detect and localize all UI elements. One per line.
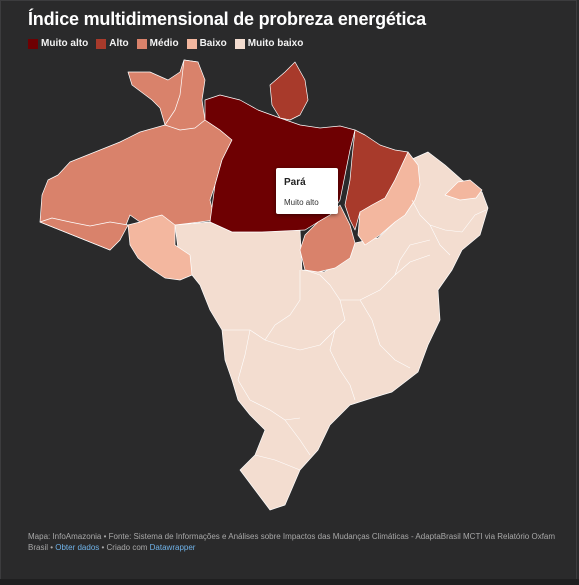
footer-created-with: • Criado com bbox=[99, 543, 150, 552]
legend-swatch bbox=[186, 38, 197, 49]
footer-source: Mapa: InfoAmazonia • Fonte: Sistema de I… bbox=[28, 532, 556, 552]
tooltip-state-name: Pará bbox=[284, 177, 306, 188]
legend-swatch bbox=[234, 38, 245, 49]
state-piaui[interactable] bbox=[357, 151, 421, 246]
map-tooltip: Pará Muito alto bbox=[276, 168, 338, 214]
legend-item-baixo[interactable]: Baixo bbox=[186, 38, 227, 49]
state-rio-grande-do-norte[interactable] bbox=[444, 179, 483, 201]
brazil-map bbox=[39, 59, 489, 511]
legend-item-muito-baixo[interactable]: Muito baixo bbox=[234, 38, 304, 49]
legend-label: Médio bbox=[149, 38, 179, 49]
footer: Mapa: InfoAmazonia • Fonte: Sistema de I… bbox=[28, 531, 558, 553]
get-data-link[interactable]: Obter dados bbox=[55, 543, 100, 552]
legend: Muito alto Alto Médio Baixo Muito baixo bbox=[28, 38, 303, 49]
state-roraima[interactable] bbox=[164, 59, 206, 131]
legend-label: Muito alto bbox=[41, 38, 89, 49]
datawrapper-link[interactable]: Datawrapper bbox=[149, 543, 196, 552]
map-title: Índice multidimensional de probreza ener… bbox=[28, 9, 426, 29]
state-borders bbox=[222, 199, 487, 471]
legend-swatch bbox=[96, 38, 107, 49]
legend-item-muito-alto[interactable]: Muito alto bbox=[28, 38, 88, 49]
bottom-bar bbox=[0, 579, 579, 585]
legend-label: Alto bbox=[109, 38, 129, 49]
state-tocantins[interactable] bbox=[299, 204, 356, 273]
legend-item-alto[interactable]: Alto bbox=[96, 38, 129, 49]
legend-swatch bbox=[136, 38, 147, 49]
state-rondonia[interactable] bbox=[127, 214, 193, 281]
legend-item-medio[interactable]: Médio bbox=[136, 38, 179, 49]
legend-label: Baixo bbox=[199, 38, 227, 49]
legend-swatch bbox=[28, 38, 38, 49]
tooltip-value: Muito alto bbox=[284, 198, 319, 207]
state-amapa[interactable] bbox=[269, 61, 309, 121]
legend-label: Muito baixo bbox=[247, 38, 304, 49]
